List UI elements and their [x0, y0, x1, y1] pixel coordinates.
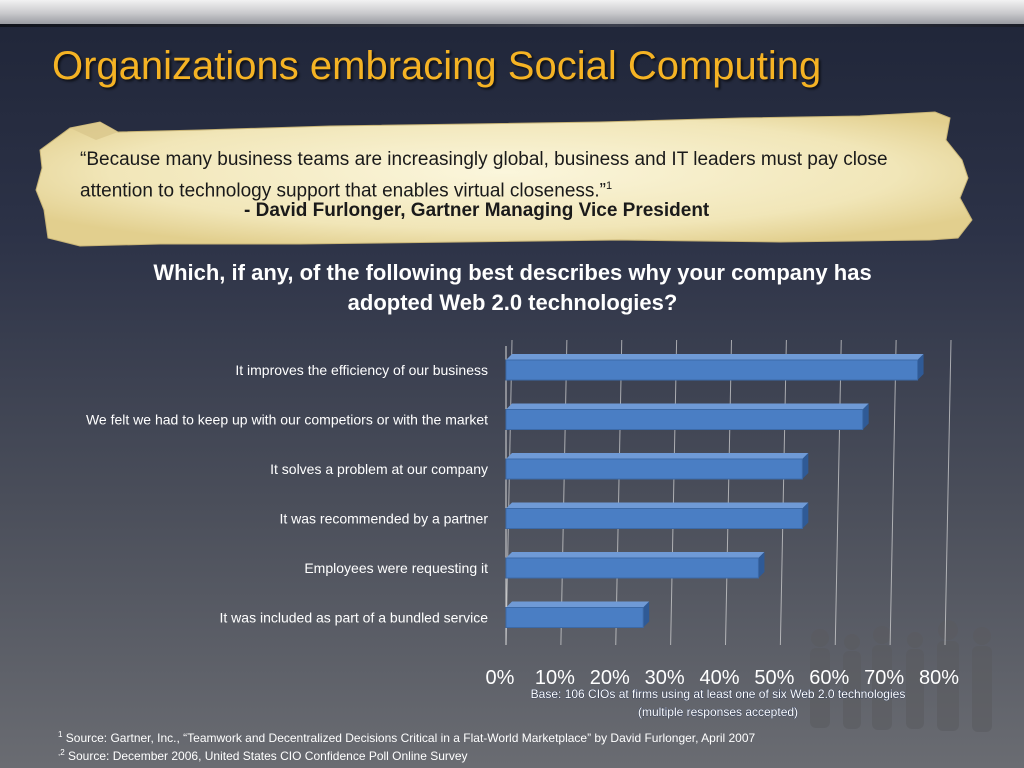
- category-label: We felt we had to keep up with our compe…: [86, 412, 488, 428]
- bar-front-face: [505, 607, 644, 628]
- x-tick-label: 50%: [754, 667, 794, 689]
- quote-author: - David Furlonger, Gartner Managing Vice…: [244, 200, 710, 221]
- bar-top-face: [506, 502, 809, 509]
- bar-side-face: [643, 601, 650, 628]
- bar-side-face: [802, 502, 809, 529]
- chart-x-ticks: 0% 10% 20% 30% 40% 50% 60% 70% 80%: [486, 667, 960, 689]
- footer-source-1-marker: 1: [58, 730, 63, 739]
- x-tick-label: 10%: [535, 667, 575, 689]
- bar: [505, 601, 650, 628]
- bar: [505, 552, 765, 579]
- bar-side-face: [862, 403, 869, 430]
- grid-line: [725, 339, 732, 646]
- footer-source-2: ,2 Source: December 2006, United States …: [58, 748, 468, 763]
- bar-front-face: [505, 508, 803, 529]
- grid-line: [505, 339, 513, 646]
- grid-line: [670, 339, 678, 646]
- chart-title: Which, if any, of the following best des…: [153, 260, 872, 315]
- category-label: It improves the efficiency of our busine…: [235, 362, 488, 378]
- bar-front-face: [505, 359, 919, 381]
- chart-bars: [505, 354, 924, 628]
- bar-top-face: [506, 552, 765, 558]
- bar-front-face: [505, 557, 759, 579]
- x-tick-label: 40%: [699, 667, 739, 689]
- footer-source-1: 1 Source: Gartner, Inc., “Teamwork and D…: [58, 730, 755, 745]
- x-tick-label: 20%: [590, 667, 630, 689]
- grid-line: [560, 339, 568, 646]
- x-tick-label: 80%: [919, 667, 959, 689]
- x-tick-label: 30%: [645, 667, 685, 689]
- category-label: It was included as part of a bundled ser…: [220, 610, 489, 626]
- x-tick-label: 60%: [809, 667, 849, 689]
- bar: [505, 502, 809, 529]
- category-label: It was recommended by a partner: [279, 511, 488, 527]
- x-tick-label: 0%: [486, 667, 515, 689]
- slide-title: Organizations embracing Social Computing: [52, 44, 822, 88]
- footer-source-1-text: Source: Gartner, Inc., “Teamwork and Dec…: [62, 731, 756, 745]
- bar: [505, 403, 869, 430]
- bar: [505, 354, 924, 381]
- x-tick-label: 70%: [864, 667, 904, 689]
- grid-line: [779, 339, 787, 646]
- bar-top-face: [506, 403, 869, 410]
- grid-line: [834, 339, 842, 646]
- grid-line: [889, 339, 897, 646]
- bar-top-face: [506, 354, 924, 360]
- bar-top-face: [506, 601, 650, 608]
- footer-source-2-marker: ,2: [58, 748, 65, 757]
- category-label: It solves a problem at our company: [270, 461, 488, 477]
- grid-line: [615, 339, 623, 646]
- top-banner-edge: [0, 24, 1024, 27]
- bar-front-face: [505, 409, 864, 430]
- bar-side-face: [758, 552, 765, 578]
- quote-footnote-marker: 1: [606, 180, 613, 192]
- bar-front-face: [505, 458, 803, 480]
- chart-category-labels: It improves the efficiency of our busine…: [86, 362, 488, 626]
- quote-body: “Because many business teams are increas…: [80, 149, 888, 202]
- chart-grid: [505, 339, 952, 646]
- chart-base-note-line1: Base: 106 CIOs at firms using at least o…: [531, 687, 906, 701]
- bar-top-face: [506, 453, 809, 459]
- bar-side-face: [802, 453, 809, 479]
- category-label: Employees were requesting it: [304, 560, 488, 576]
- chart-base-note-line2: (multiple responses accepted): [638, 705, 798, 719]
- footer-source-2-text: Source: December 2006, United States CIO…: [64, 749, 468, 763]
- bar: [505, 453, 809, 480]
- quote-text: “Because many business teams are increas…: [80, 146, 960, 204]
- top-banner: [0, 0, 1024, 24]
- grid-line: [944, 339, 952, 646]
- bar-side-face: [917, 354, 924, 380]
